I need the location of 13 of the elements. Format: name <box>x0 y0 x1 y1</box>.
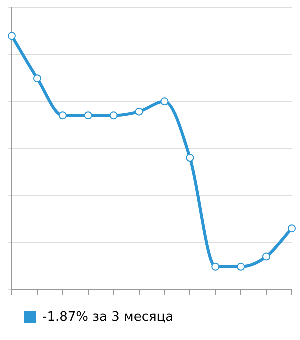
point <box>186 154 194 162</box>
point <box>262 252 271 261</box>
point <box>135 108 144 116</box>
point <box>212 262 220 271</box>
legend-label: -1.87% за 3 месяца <box>42 310 174 325</box>
point <box>33 74 42 83</box>
point <box>58 112 67 120</box>
point <box>84 112 92 120</box>
point <box>8 32 16 40</box>
point <box>110 112 118 120</box>
point <box>288 224 296 233</box>
point <box>237 262 246 271</box>
point <box>160 98 169 106</box>
